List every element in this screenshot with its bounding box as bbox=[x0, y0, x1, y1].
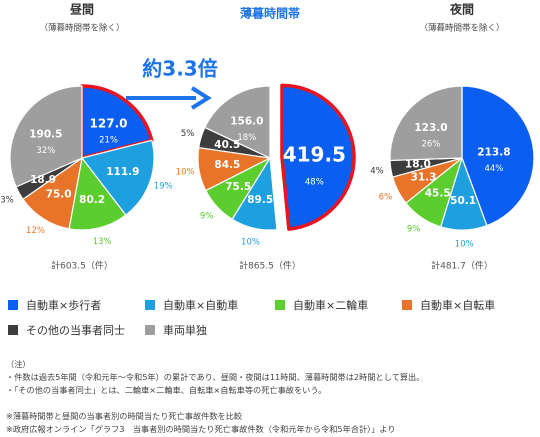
chart-title: 夜間 bbox=[449, 2, 474, 17]
value-label: 419.5 bbox=[283, 142, 346, 166]
chart-subtitle: （薄暮時間帯を除く） bbox=[39, 23, 124, 34]
chart-title: 昼間 bbox=[69, 2, 94, 17]
legend-label: 自動車×歩行者 bbox=[26, 299, 102, 312]
legend-swatch bbox=[8, 300, 18, 310]
value-label: 50.1 bbox=[450, 195, 476, 207]
legend-item-bicycle: 自動車×自転車 bbox=[402, 297, 495, 313]
percent-label: 13% bbox=[93, 237, 112, 247]
legend-item-walker: 自動車×歩行者 bbox=[8, 297, 101, 313]
legend-label: 自動車×自転車 bbox=[420, 299, 496, 312]
percent-label: 4% bbox=[370, 166, 384, 176]
percent-label: 10% bbox=[176, 167, 195, 177]
percent-label: 5% bbox=[181, 129, 195, 139]
notes: （注） ・件数は過去5年間（令和元年～令和5年）の累計であり、昼間・夜間は11時… bbox=[6, 358, 536, 436]
note-line: ※薄暮時間帯と昼間の当事者別の時間当たり死亡事故件数を比較 bbox=[6, 411, 243, 421]
value-label: 156.0 bbox=[230, 116, 263, 128]
legend: 自動車×歩行者 自動車×自動車 自動車×二輪車 自動車×自転車 その他の当事者同… bbox=[0, 292, 540, 342]
chart-title: 薄暮時間帯 bbox=[240, 6, 300, 21]
value-label: 190.5 bbox=[29, 128, 62, 140]
percent-label: 6% bbox=[379, 193, 393, 203]
chart-total-label: 計481.7（件） bbox=[431, 260, 493, 272]
legend-item-single: 車両単独 bbox=[145, 322, 207, 338]
legend-label: 自動車×自動車 bbox=[163, 299, 239, 312]
chart-subtitle: （薄暮時間帯を除く） bbox=[419, 23, 504, 34]
legend-swatch bbox=[145, 300, 155, 310]
legend-swatch bbox=[402, 300, 412, 310]
value-label: 213.8 bbox=[477, 146, 510, 158]
pie-slice-walker bbox=[461, 85, 535, 227]
arrow-head-icon bbox=[190, 86, 212, 110]
value-label: 18.9 bbox=[30, 174, 56, 186]
legend-item-motorcycle: 自動車×二輪車 bbox=[275, 297, 368, 313]
percent-label: 12% bbox=[26, 226, 45, 236]
value-label: 127.0 bbox=[90, 116, 128, 130]
note-line: ・件数は過去5年間（令和元年～令和5年）の累計であり、昼間・夜間は11時間、薄暮… bbox=[6, 372, 425, 382]
value-label: 75.5 bbox=[225, 181, 251, 193]
legend-label: 自動車×二輪車 bbox=[293, 299, 369, 312]
value-label: 80.2 bbox=[79, 194, 105, 206]
note-line bbox=[6, 397, 536, 410]
chart-total-label: 計603.5（件） bbox=[51, 260, 113, 272]
value-label: 89.5 bbox=[247, 194, 273, 206]
pie-slice-walker bbox=[280, 83, 356, 231]
value-label: 123.0 bbox=[414, 122, 447, 134]
legend-item-car: 自動車×自動車 bbox=[145, 297, 238, 313]
percent-label: 3% bbox=[0, 196, 14, 206]
pie-slice-single bbox=[389, 85, 463, 162]
percent-label: 19% bbox=[154, 182, 173, 192]
note-line: （注） bbox=[6, 359, 31, 369]
pie-slice-motorcycle bbox=[68, 157, 127, 231]
value-label: 75.0 bbox=[46, 188, 72, 200]
value-label: 18.0 bbox=[405, 159, 431, 171]
legend-label: その他の当事者同士 bbox=[26, 324, 125, 337]
percent-label: 18% bbox=[237, 133, 256, 143]
percent-label: 21% bbox=[99, 135, 118, 145]
note-line: ・「その他の当事者同士」とは、二輪車×二輪車、自転車×自転車等の死亡事故をいう。 bbox=[6, 385, 327, 395]
chart-total-label: 計865.5（件） bbox=[239, 260, 301, 272]
percent-label: 10% bbox=[241, 237, 260, 247]
pie-slice-single bbox=[204, 85, 271, 159]
value-label: 45.5 bbox=[425, 188, 451, 200]
ratio-headline: 約3.3倍 bbox=[142, 57, 217, 81]
pie-slice-car bbox=[81, 139, 155, 216]
pie-charts-area: 昼間 （薄暮時間帯を除く） 計603.5（件） 127.0 21% 111.9 19% 80.… bbox=[0, 2, 535, 272]
value-label: 31.3 bbox=[411, 172, 437, 184]
percent-label: 32% bbox=[36, 146, 55, 156]
legend-swatch bbox=[145, 325, 155, 335]
pie-slice-single bbox=[9, 85, 83, 188]
percent-label: 9% bbox=[407, 225, 421, 235]
note-line: ※政府広報オンライン「グラフ3 当事者別の時間当たり死亡事故件数（令和元年から令… bbox=[6, 424, 396, 434]
percent-label: 9% bbox=[200, 212, 214, 222]
value-label: 84.5 bbox=[214, 159, 240, 171]
legend-swatch bbox=[8, 325, 18, 335]
pie-slice-walker bbox=[80, 84, 154, 160]
percent-label: 26% bbox=[421, 139, 440, 149]
percent-label: 44% bbox=[484, 164, 503, 174]
value-label: 111.9 bbox=[106, 166, 139, 178]
legend-item-other: その他の当事者同士 bbox=[8, 322, 125, 338]
legend-swatch bbox=[275, 300, 285, 310]
percent-label: 10% bbox=[455, 239, 474, 249]
percent-label: 48% bbox=[305, 177, 324, 187]
value-label: 40.5 bbox=[214, 139, 240, 151]
legend-label: 車両単独 bbox=[163, 324, 207, 337]
